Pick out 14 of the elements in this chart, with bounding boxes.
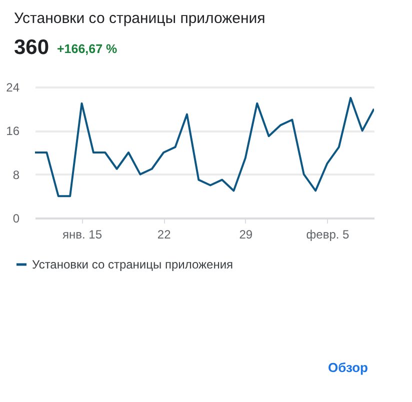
x-tick-label: 22 <box>157 228 172 242</box>
x-tick-label: февр. 5 <box>306 228 350 242</box>
y-tick-label: 0 <box>12 212 20 226</box>
x-tick-label: янв. 15 <box>62 228 102 242</box>
x-tick-label: 29 <box>239 228 253 242</box>
line-series <box>35 96 374 198</box>
y-tick-label: 24 <box>6 80 20 94</box>
y-tick-label: 16 <box>6 124 20 138</box>
text: +166,67 % <box>57 42 118 56</box>
chart-subtitle: 360 <box>14 36 50 59</box>
y-tick-label: 8 <box>12 168 20 182</box>
legend-label: Установки со страницы приложения <box>32 258 234 272</box>
chart-title: Установки со страницы приложения <box>14 10 266 27</box>
text: Обзор <box>328 360 368 375</box>
